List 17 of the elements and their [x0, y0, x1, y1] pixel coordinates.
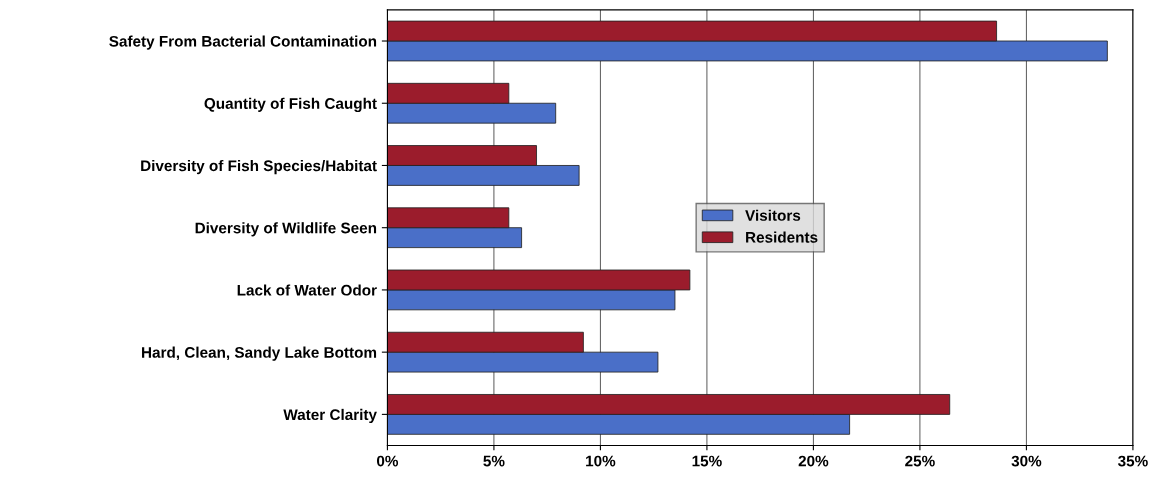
y-tick-label: Hard, Clean, Sandy Lake Bottom — [142, 346, 377, 361]
x-tick-label: 15% — [692, 455, 722, 467]
y-tick-label: Lack of Water Odor — [237, 284, 377, 296]
y-tick-label: Quantity of Fish Caught — [204, 97, 377, 113]
x-tick-label: 0% — [376, 455, 399, 467]
x-tick-label: 5% — [483, 455, 505, 467]
x-tick-label: 10% — [586, 455, 616, 467]
y-tick-label: Water Clarity — [283, 408, 377, 424]
y-tick-label: Diversity of Wildlife Seen — [195, 222, 377, 237]
x-tick-label: 35% — [1117, 455, 1148, 467]
y-tick-label: Diversity of Fish Species/Habitat — [141, 159, 377, 175]
y-tick-label: Safety From Bacterial Contamination — [109, 35, 377, 50]
x-tick-label: 25% — [905, 455, 935, 467]
legend-label: Residents — [746, 231, 818, 243]
x-tick-label: 30% — [1011, 455, 1042, 467]
x-tick-label: 20% — [798, 455, 829, 467]
legend-label: Visitors — [745, 209, 801, 221]
